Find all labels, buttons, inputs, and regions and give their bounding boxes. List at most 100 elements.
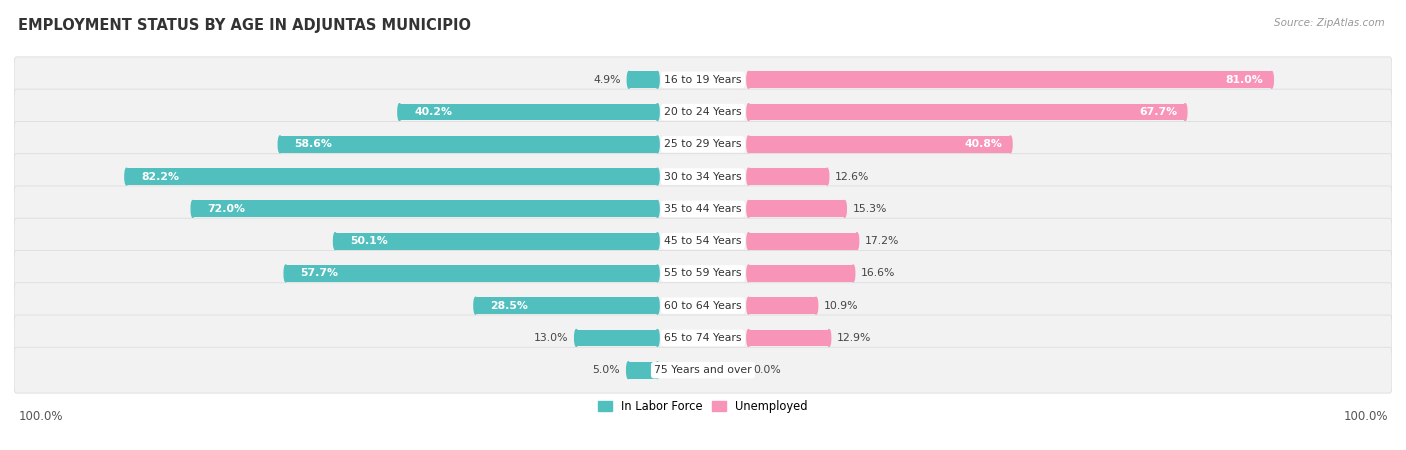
Text: 65 to 74 Years: 65 to 74 Years bbox=[664, 333, 742, 343]
Bar bbox=[399, 104, 658, 121]
Bar bbox=[748, 136, 1011, 153]
Circle shape bbox=[655, 233, 659, 249]
FancyBboxPatch shape bbox=[14, 186, 1392, 232]
Circle shape bbox=[844, 201, 846, 217]
Circle shape bbox=[655, 136, 659, 153]
Circle shape bbox=[125, 168, 128, 185]
Text: 72.0%: 72.0% bbox=[208, 204, 246, 214]
Circle shape bbox=[575, 329, 578, 346]
Circle shape bbox=[191, 201, 194, 217]
Text: 60 to 64 Years: 60 to 64 Years bbox=[664, 301, 742, 310]
Circle shape bbox=[747, 233, 751, 249]
FancyBboxPatch shape bbox=[14, 89, 1392, 135]
FancyBboxPatch shape bbox=[14, 57, 1392, 103]
Circle shape bbox=[398, 104, 401, 121]
Text: EMPLOYMENT STATUS BY AGE IN ADJUNTAS MUNICIPIO: EMPLOYMENT STATUS BY AGE IN ADJUNTAS MUN… bbox=[18, 18, 471, 33]
Circle shape bbox=[655, 362, 659, 378]
Circle shape bbox=[655, 201, 659, 217]
Circle shape bbox=[627, 362, 630, 378]
Text: 58.6%: 58.6% bbox=[294, 140, 332, 149]
Text: 15.3%: 15.3% bbox=[853, 204, 887, 214]
Circle shape bbox=[655, 329, 659, 346]
Text: 100.0%: 100.0% bbox=[1343, 410, 1388, 423]
Text: 13.0%: 13.0% bbox=[534, 333, 568, 343]
Text: 50.1%: 50.1% bbox=[350, 236, 388, 246]
Circle shape bbox=[627, 72, 631, 88]
Bar bbox=[628, 362, 658, 378]
Circle shape bbox=[747, 329, 751, 346]
Text: 12.6%: 12.6% bbox=[835, 171, 870, 182]
FancyBboxPatch shape bbox=[14, 218, 1392, 264]
Circle shape bbox=[655, 104, 659, 121]
Circle shape bbox=[814, 297, 818, 314]
Text: 100.0%: 100.0% bbox=[18, 410, 63, 423]
Bar bbox=[748, 329, 830, 346]
Text: 0.0%: 0.0% bbox=[754, 365, 782, 375]
FancyBboxPatch shape bbox=[14, 154, 1392, 199]
Bar bbox=[285, 265, 658, 282]
Text: 16.6%: 16.6% bbox=[862, 268, 896, 279]
Text: 28.5%: 28.5% bbox=[491, 301, 529, 310]
Text: 10.9%: 10.9% bbox=[824, 301, 859, 310]
Text: 45 to 54 Years: 45 to 54 Years bbox=[664, 236, 742, 246]
Bar bbox=[280, 136, 658, 153]
Circle shape bbox=[278, 136, 281, 153]
Circle shape bbox=[747, 297, 751, 314]
Circle shape bbox=[474, 297, 477, 314]
Text: 57.7%: 57.7% bbox=[301, 268, 339, 279]
Text: 40.2%: 40.2% bbox=[415, 107, 453, 117]
Text: 16 to 19 Years: 16 to 19 Years bbox=[664, 75, 742, 85]
Legend: In Labor Force, Unemployed: In Labor Force, Unemployed bbox=[593, 396, 813, 418]
FancyBboxPatch shape bbox=[14, 122, 1392, 167]
Text: 81.0%: 81.0% bbox=[1226, 75, 1264, 85]
Bar bbox=[748, 72, 1271, 88]
Circle shape bbox=[1184, 104, 1187, 121]
Circle shape bbox=[655, 72, 659, 88]
Bar bbox=[748, 201, 845, 217]
Circle shape bbox=[655, 168, 659, 185]
Circle shape bbox=[747, 201, 751, 217]
Text: 25 to 29 Years: 25 to 29 Years bbox=[664, 140, 742, 149]
Circle shape bbox=[852, 265, 855, 282]
Bar bbox=[628, 72, 658, 88]
Bar bbox=[576, 329, 658, 346]
Circle shape bbox=[747, 104, 751, 121]
Circle shape bbox=[825, 168, 828, 185]
Text: Source: ZipAtlas.com: Source: ZipAtlas.com bbox=[1274, 18, 1385, 28]
Text: 5.0%: 5.0% bbox=[592, 365, 620, 375]
FancyBboxPatch shape bbox=[14, 315, 1392, 361]
Circle shape bbox=[747, 265, 751, 282]
Text: 75 Years and over: 75 Years and over bbox=[654, 365, 752, 375]
Circle shape bbox=[855, 233, 859, 249]
Circle shape bbox=[747, 168, 751, 185]
Circle shape bbox=[333, 233, 337, 249]
Bar bbox=[748, 265, 853, 282]
Text: 82.2%: 82.2% bbox=[141, 171, 179, 182]
FancyBboxPatch shape bbox=[14, 283, 1392, 328]
Text: 20 to 24 Years: 20 to 24 Years bbox=[664, 107, 742, 117]
Text: 67.7%: 67.7% bbox=[1139, 107, 1177, 117]
Bar bbox=[475, 297, 658, 314]
Circle shape bbox=[1008, 136, 1012, 153]
Text: 17.2%: 17.2% bbox=[865, 236, 900, 246]
Bar bbox=[748, 233, 858, 249]
Text: 12.9%: 12.9% bbox=[837, 333, 872, 343]
Text: 4.9%: 4.9% bbox=[593, 75, 621, 85]
Bar bbox=[748, 104, 1185, 121]
Circle shape bbox=[747, 72, 751, 88]
FancyBboxPatch shape bbox=[14, 251, 1392, 296]
Circle shape bbox=[1270, 72, 1274, 88]
Bar bbox=[127, 168, 658, 185]
Circle shape bbox=[655, 297, 659, 314]
FancyBboxPatch shape bbox=[14, 347, 1392, 393]
Circle shape bbox=[747, 136, 751, 153]
Bar bbox=[193, 201, 658, 217]
Text: 30 to 34 Years: 30 to 34 Years bbox=[664, 171, 742, 182]
Bar bbox=[335, 233, 658, 249]
Bar bbox=[748, 168, 827, 185]
Text: 40.8%: 40.8% bbox=[965, 140, 1002, 149]
Circle shape bbox=[655, 265, 659, 282]
Circle shape bbox=[284, 265, 287, 282]
Text: 55 to 59 Years: 55 to 59 Years bbox=[664, 268, 742, 279]
Bar bbox=[748, 297, 815, 314]
